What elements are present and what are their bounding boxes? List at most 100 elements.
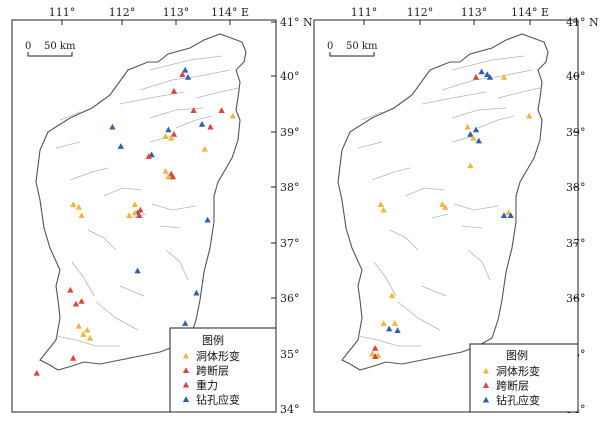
deformation-station-marker [162, 133, 169, 139]
lon-tick-label: 113° [163, 6, 190, 19]
legend-label: 洞体形变 [196, 349, 240, 363]
borehole-station-marker [182, 66, 189, 73]
borehole-station-marker [475, 137, 482, 144]
cross-fault-station-marker [33, 369, 40, 376]
deformation-station-marker [168, 134, 175, 141]
lat-tick-label: 38° [566, 181, 586, 194]
deformation-station-marker [369, 350, 376, 357]
borehole-station-marker [467, 130, 474, 137]
cross-fault-station-marker [372, 353, 379, 360]
stations-layer [369, 68, 533, 360]
province-outline [35, 33, 247, 371]
deformation-station-marker [377, 201, 384, 207]
legend-item: 跨断层 [482, 379, 529, 393]
scale-distance: 50 km [44, 41, 76, 52]
deformation-station-marker [467, 162, 474, 169]
deformation-station-marker [388, 292, 396, 299]
lat-tick-label: 37° [566, 237, 586, 250]
cross-fault-station-marker [145, 153, 152, 159]
deformation-station-marker [131, 209, 138, 216]
borehole-station-marker [472, 126, 480, 133]
lat-tick-label: 39° [566, 126, 586, 139]
borehole-station-marker [165, 126, 172, 133]
lon-ticks: 111° 112° 113° 114° E [351, 6, 549, 25]
deformation-station-marker [80, 331, 87, 337]
deformation-station-marker [75, 203, 82, 210]
deformation-station-marker [500, 74, 508, 80]
deformation-station-marker [75, 322, 82, 329]
deformation-station-marker [442, 203, 449, 210]
lat-tick-label: 34° [280, 403, 300, 416]
borehole-station-marker [204, 216, 211, 223]
right-map: 111° 112° 113° 114° E 41° N 40° 39° 38° … [313, 6, 599, 416]
lat-tick-label: 35° [280, 348, 300, 361]
lat-tick-label: 36° [280, 292, 300, 305]
legend-label: 钻孔应变 [496, 393, 540, 407]
borehole-station-marker [184, 74, 192, 80]
deformation-station-marker [126, 212, 133, 219]
lon-tick-label: 114° E [511, 6, 549, 19]
deformation-station-marker [391, 320, 398, 326]
cross-fault-station-marker [170, 87, 178, 94]
lon-tick-label: 114° E [211, 6, 249, 19]
deformation-station-marker [526, 112, 533, 119]
lat-tick-label: 38° [280, 181, 300, 194]
lat-ticks: 41° N 40° 39° 38° 37° 36° 35° 34° [271, 16, 313, 416]
legend-label: 钻孔应变 [196, 393, 240, 407]
stations-layer [33, 66, 236, 376]
borehole-station-marker [198, 121, 206, 127]
deformation-station-marker [78, 212, 85, 219]
triangle-icon [182, 352, 190, 359]
scale-distance: 50 km [346, 41, 378, 52]
borehole-station-marker [182, 320, 189, 326]
deformation-station-marker [229, 112, 236, 119]
legend-item: 洞体形变 [482, 364, 540, 378]
lon-tick-label: 111° [351, 6, 378, 19]
cross-fault-station-marker [372, 344, 379, 351]
deformation-station-marker [70, 201, 77, 207]
deformation-station-marker [84, 326, 91, 333]
legend-label: 洞体形变 [496, 364, 540, 378]
cross-fault-station-marker [190, 107, 197, 113]
legend-label: 跨断层 [196, 364, 229, 378]
borehole-station-marker [134, 267, 141, 274]
lat-tick-label: 40° [280, 70, 300, 83]
province-outline [337, 33, 549, 371]
legend-box [169, 327, 277, 413]
legend-title: 图例 [506, 348, 528, 362]
lon-tick-label: 111° [49, 6, 76, 19]
legend-item: 钻孔应变 [482, 393, 540, 407]
triangle-icon [482, 367, 490, 374]
borehole-station-marker [386, 325, 393, 332]
scale-bar: 0 50 km [25, 41, 76, 57]
scale-zero: 0 [327, 41, 333, 52]
lon-ticks: 111° 112° 113° 114° E [49, 6, 249, 25]
lon-tick-label: 112° [407, 6, 434, 19]
cross-fault-station-marker [218, 107, 225, 113]
deformation-station-marker [464, 123, 471, 130]
borehole-station-marker [486, 74, 494, 80]
scale-zero: 0 [25, 41, 31, 52]
deformation-station-marker [162, 168, 169, 174]
cross-fault-station-marker [169, 173, 177, 180]
borehole-station-marker [394, 327, 401, 334]
triangle-icon [182, 381, 190, 388]
deformation-station-marker [439, 201, 446, 207]
lat-tick-label: 37° [280, 237, 300, 250]
triangle-icon [482, 396, 490, 403]
scale-bar: 0 50 km [327, 41, 378, 57]
triangle-icon [182, 396, 190, 402]
left-map: 111° 112° 113° 114° E 41° N 40° 39° 38° … [11, 6, 313, 416]
cross-fault-station-marker [78, 297, 85, 304]
legend-item: 钻孔应变 [182, 393, 240, 407]
deformation-station-marker [165, 173, 172, 180]
legend-label: 跨断层 [496, 379, 529, 393]
cross-fault-station-marker [207, 123, 214, 130]
lat-tick-label: 40° [566, 70, 586, 83]
lon-tick-label: 113° [461, 6, 488, 19]
gravity-station-marker [136, 212, 143, 219]
